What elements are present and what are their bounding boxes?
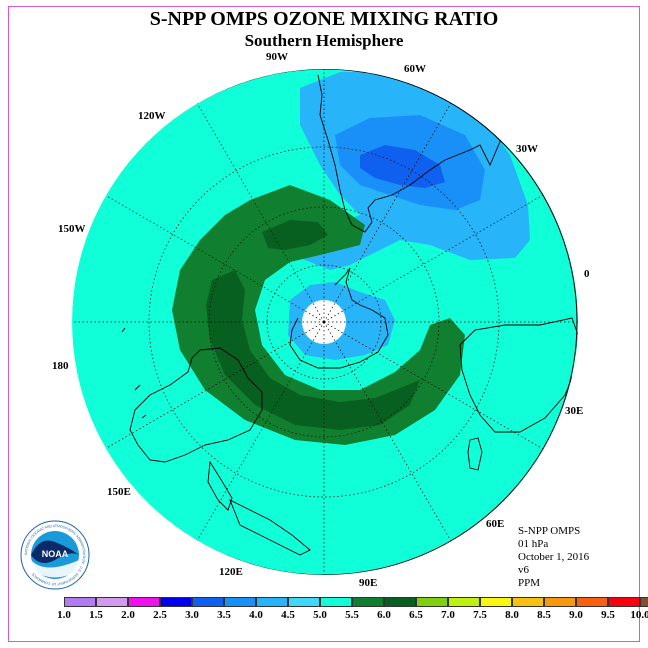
colorbar-label: 3.0 bbox=[185, 609, 199, 621]
colorbar-label: 5.0 bbox=[313, 609, 327, 621]
colorbar-cell bbox=[384, 597, 416, 607]
lon-label-180: 180 bbox=[52, 360, 69, 372]
colorbar-cell bbox=[288, 597, 320, 607]
colorbar-cell bbox=[480, 597, 512, 607]
colorbar-label: 8.5 bbox=[537, 609, 551, 621]
colorbar-label: 8.0 bbox=[505, 609, 519, 621]
map-border bbox=[72, 69, 578, 575]
colorbar-cell bbox=[640, 597, 648, 607]
colorbar-label: 7.5 bbox=[473, 609, 487, 621]
lon-label-60e: 60E bbox=[486, 518, 505, 530]
colorbar-label: 3.5 bbox=[217, 609, 231, 621]
lon-label-120w: 120W bbox=[138, 110, 166, 122]
colorbar-cell bbox=[320, 597, 352, 607]
colorbar-label: 7.0 bbox=[441, 609, 455, 621]
colorbar-cell bbox=[64, 597, 96, 607]
colorbar-label: 9.0 bbox=[569, 609, 583, 621]
colorbar-label: 9.5 bbox=[601, 609, 615, 621]
colorbar-label: 1.0 bbox=[57, 609, 71, 621]
page-frame bbox=[8, 6, 640, 642]
colorbar-label: 5.5 bbox=[345, 609, 359, 621]
ozone-field bbox=[72, 69, 578, 575]
colorbar-label: 10.0 bbox=[630, 609, 648, 621]
coast-antarctic-peninsula bbox=[289, 267, 389, 369]
colorbar-cell bbox=[608, 597, 640, 607]
lon-label-90w: 90W bbox=[266, 51, 288, 63]
logo-text: NOAA bbox=[42, 549, 69, 559]
colorbar-label: 6.0 bbox=[377, 609, 391, 621]
colorbar-cell bbox=[512, 597, 544, 607]
info-block: S-NPP OMPS 01 hPa October 1, 2016 v6 PPM bbox=[518, 525, 589, 590]
lon-label-90e: 90E bbox=[359, 577, 378, 589]
colorbar-label: 6.5 bbox=[409, 609, 423, 621]
lon-label-150e: 150E bbox=[107, 486, 131, 498]
coast-australia bbox=[129, 347, 263, 463]
field-blue-region bbox=[360, 145, 445, 188]
colorbar-cell bbox=[352, 597, 384, 607]
colorbar-cell bbox=[576, 597, 608, 607]
map-title: S-NPP OMPS OZONE MIXING RATIO bbox=[149, 8, 499, 30]
colorbar-cell bbox=[128, 597, 160, 607]
noaa-logo: NOAA NATIONAL OCEANIC AND ATMOSPHERIC AD… bbox=[20, 520, 90, 590]
info-date: October 1, 2016 bbox=[518, 551, 590, 563]
coast-indonesia bbox=[229, 499, 311, 556]
colorbar-cell bbox=[416, 597, 448, 607]
colorbar-label: 2.5 bbox=[153, 609, 167, 621]
lon-label-30w: 30W bbox=[516, 143, 538, 155]
colorbar-cell bbox=[160, 597, 192, 607]
coast-new-zealand bbox=[207, 460, 233, 511]
info-version: v6 bbox=[518, 564, 529, 576]
colorbar-cell bbox=[96, 597, 128, 607]
field-darkgreen-patch bbox=[262, 220, 328, 250]
coast-madagascar bbox=[467, 437, 483, 471]
lon-label-0: 0 bbox=[584, 268, 590, 280]
colorbar-cell bbox=[448, 597, 480, 607]
colorbar-label: 4.0 bbox=[249, 609, 263, 621]
lon-label-120e: 120E bbox=[219, 566, 243, 578]
colorbar-label: 1.5 bbox=[89, 609, 103, 621]
colorbar-cell bbox=[256, 597, 288, 607]
info-level: 01 hPa bbox=[518, 538, 549, 550]
colorbar-cell bbox=[224, 597, 256, 607]
lon-label-30e: 30E bbox=[565, 405, 584, 417]
colorbar-cell bbox=[544, 597, 576, 607]
info-instrument: S-NPP OMPS bbox=[518, 525, 581, 537]
colorbar-label: 2.0 bbox=[121, 609, 135, 621]
colorbar-label: 4.5 bbox=[281, 609, 295, 621]
info-units: PPM bbox=[518, 577, 541, 589]
coast-islands-pacific bbox=[121, 327, 147, 419]
map-subtitle: Southern Hemisphere bbox=[244, 31, 404, 50]
lon-label-150w: 150W bbox=[58, 223, 86, 235]
coast-africa bbox=[459, 317, 578, 433]
lon-label-60w: 60W bbox=[404, 63, 426, 75]
colorbar-cell bbox=[192, 597, 224, 607]
